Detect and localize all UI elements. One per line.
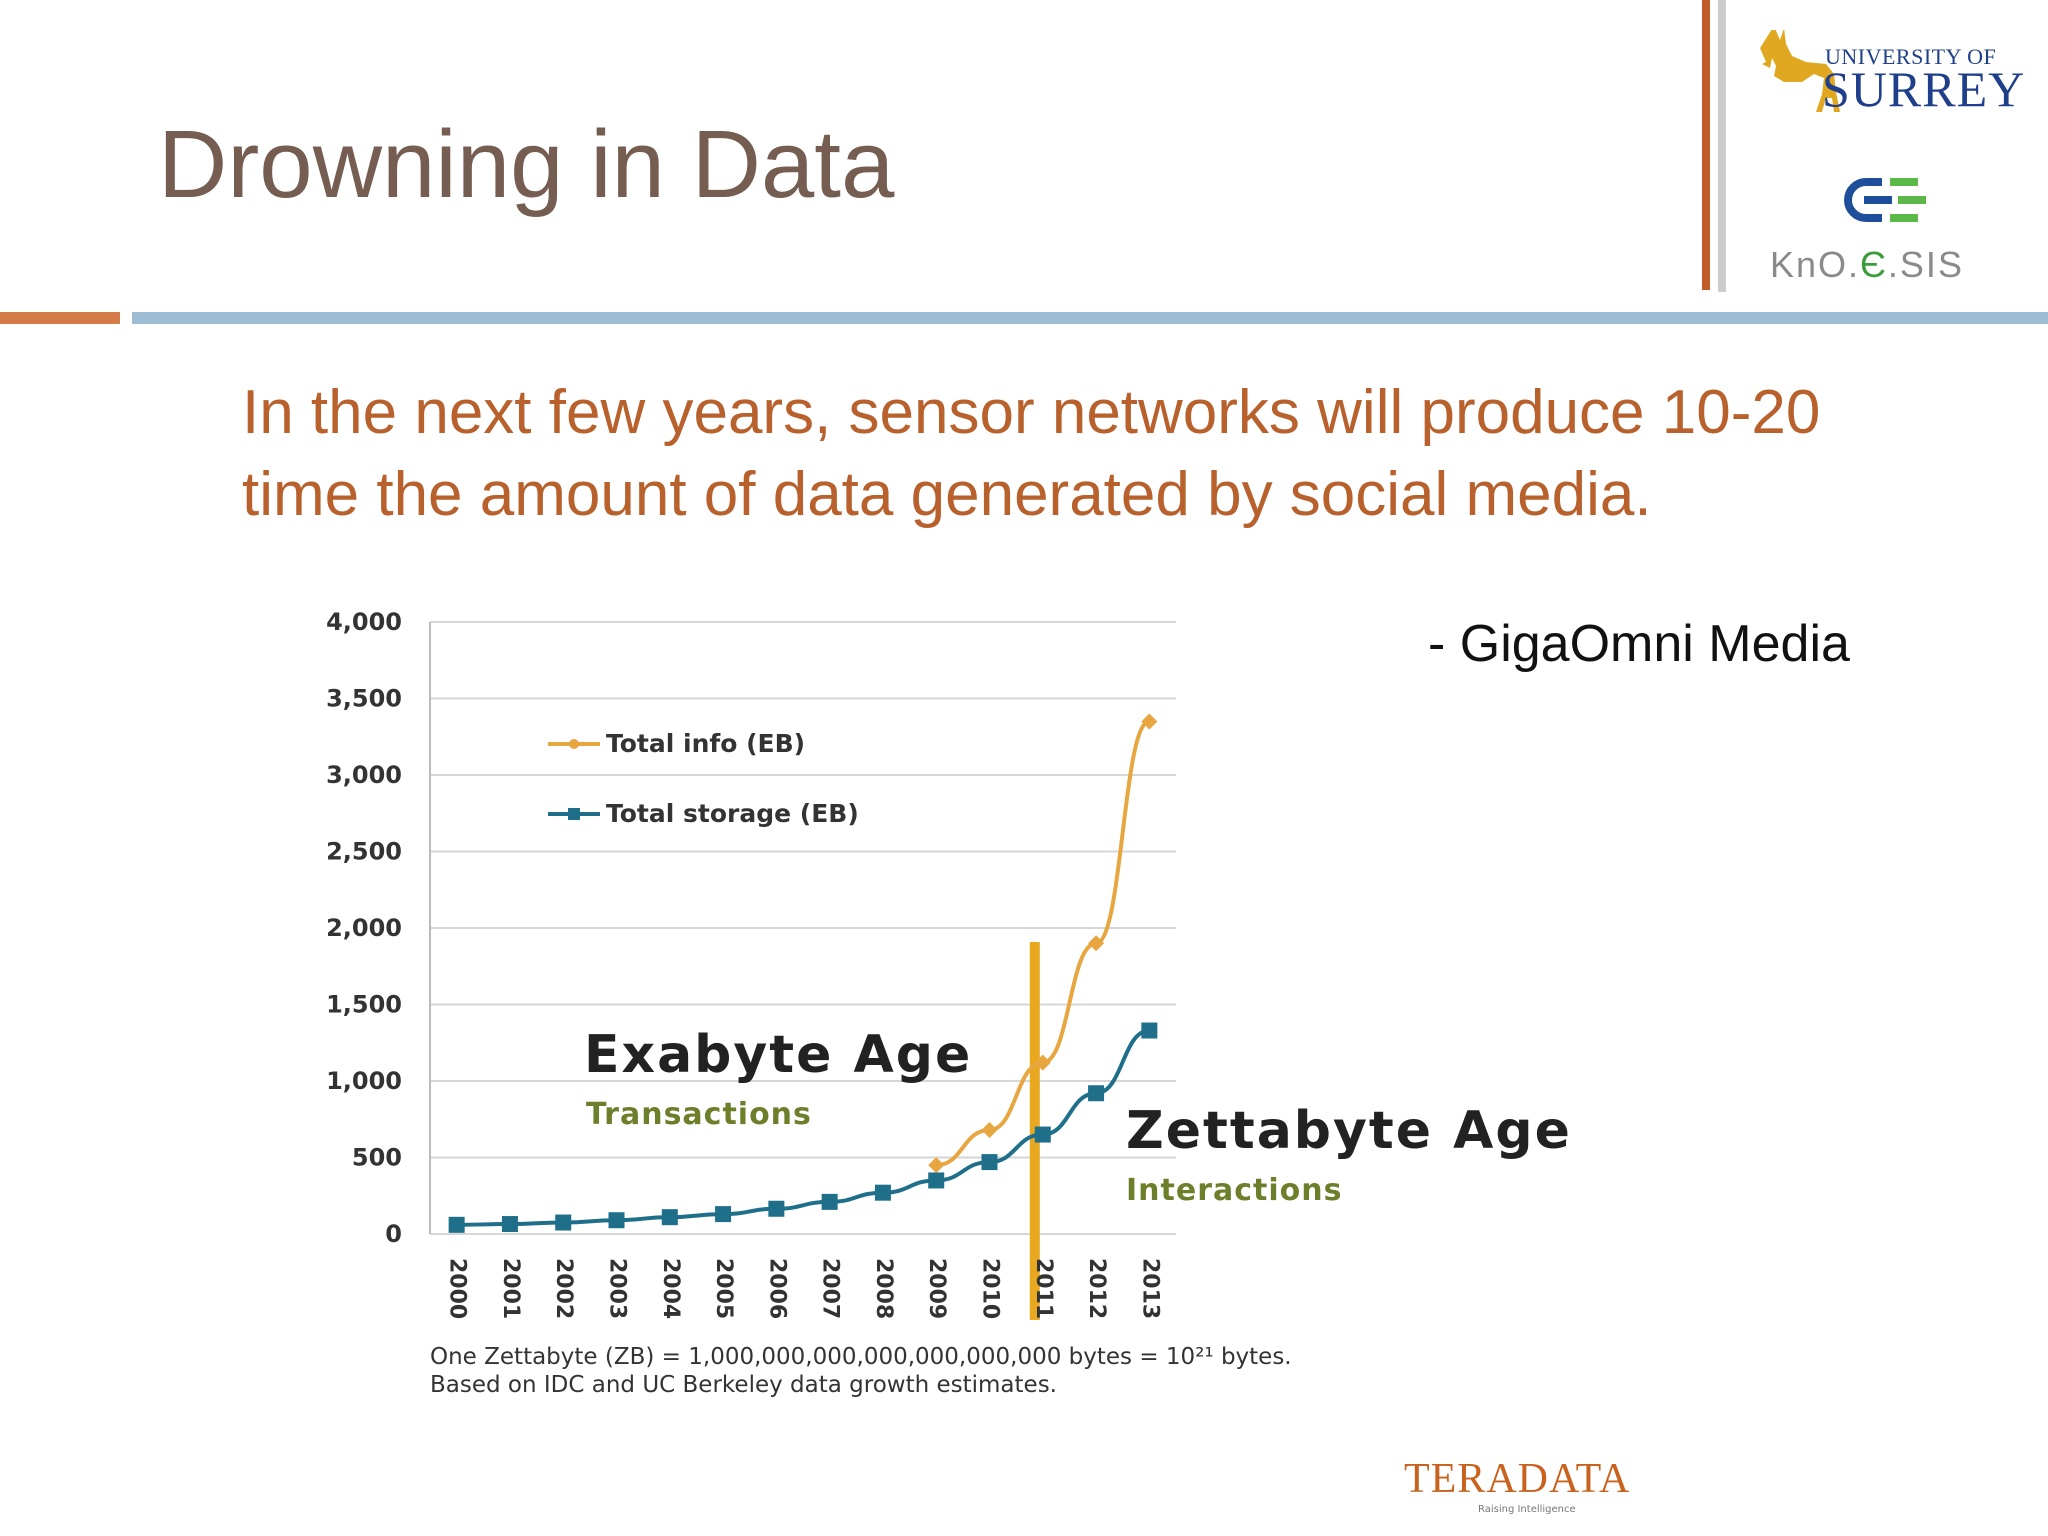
y-tick-label: 3,000 bbox=[326, 761, 402, 789]
x-tick-label: 2002 bbox=[551, 1258, 576, 1319]
data-point-info bbox=[1141, 713, 1158, 730]
chart-y-ticks: 0 500 1,000 1,500 2,000 2,500 3,000 3,500 4,000 bbox=[326, 608, 402, 1248]
data-point-storage bbox=[768, 1200, 785, 1217]
data-point-storage bbox=[661, 1209, 678, 1226]
chart-legend: Total info (EB) Total storage (EB) bbox=[548, 729, 859, 828]
data-point-storage bbox=[821, 1193, 838, 1210]
y-tick-label: 1,500 bbox=[326, 991, 402, 1019]
y-tick-label: 2,500 bbox=[326, 838, 402, 866]
x-tick-label: 2012 bbox=[1084, 1258, 1109, 1319]
x-tick-label: 2010 bbox=[978, 1258, 1003, 1319]
knoesis-text-b: Є bbox=[1860, 244, 1888, 285]
x-tick-label: 2009 bbox=[924, 1258, 949, 1319]
chart-footnote-line2: Based on IDC and UC Berkeley data growth… bbox=[430, 1372, 1057, 1398]
y-tick-label: 500 bbox=[352, 1144, 402, 1172]
x-tick-label: 2000 bbox=[445, 1258, 470, 1319]
y-tick-label: 4,000 bbox=[326, 608, 402, 636]
teradata-tagline: Raising Intelligence bbox=[1478, 1504, 1576, 1515]
surrey-logo-line2: SURREY bbox=[1822, 61, 2026, 117]
surrey-logo-line1: UNIVERSITY OF bbox=[1825, 44, 1997, 69]
data-point-storage bbox=[981, 1154, 998, 1171]
data-point-storage bbox=[448, 1216, 465, 1233]
data-point-info bbox=[928, 1157, 945, 1174]
logo-divider-gray bbox=[1718, 0, 1726, 292]
teradata-wordmark: TERADATA bbox=[1404, 1456, 1630, 1502]
y-tick-label: 2,000 bbox=[326, 914, 402, 942]
header-accent-bar bbox=[0, 312, 120, 324]
x-tick-label: 2004 bbox=[658, 1258, 683, 1319]
knoesis-logo-text: KnO.Є.SIS bbox=[1770, 244, 1964, 286]
legend-marker-info bbox=[569, 739, 579, 749]
data-point-storage bbox=[555, 1214, 572, 1231]
data-point-storage bbox=[608, 1212, 625, 1229]
data-point-storage bbox=[1088, 1085, 1105, 1102]
x-tick-label: 2001 bbox=[498, 1258, 523, 1319]
x-tick-label: 2006 bbox=[764, 1258, 789, 1319]
teradata-logo: TERADATA Raising Intelligence bbox=[1404, 1456, 1630, 1515]
x-tick-label: 2003 bbox=[605, 1258, 630, 1319]
y-tick-label: 0 bbox=[385, 1220, 402, 1248]
data-point-storage bbox=[715, 1206, 732, 1223]
knoesis-text-c: .SIS bbox=[1887, 244, 1964, 285]
quote-attribution: - GigaOmni Media bbox=[1428, 615, 1850, 673]
header-divider-bar bbox=[132, 312, 2048, 324]
legend-label-info: Total info (EB) bbox=[606, 729, 805, 758]
logo-divider-orange bbox=[1702, 0, 1710, 290]
legend-marker-storage bbox=[568, 808, 580, 820]
stag-icon bbox=[1760, 30, 1840, 112]
chart-grid bbox=[429, 621, 1176, 1320]
data-point-storage bbox=[1141, 1022, 1158, 1039]
y-tick-label: 1,000 bbox=[326, 1067, 402, 1095]
data-point-storage bbox=[928, 1172, 945, 1189]
y-tick-label: 3,500 bbox=[326, 685, 402, 713]
zettabyte-age-label: Zettabyte Age bbox=[1126, 1101, 1572, 1161]
x-tick-label: 2011 bbox=[1031, 1258, 1056, 1319]
data-growth-chart: 05001,0001,5002,0002,5003,0003,5004,000 … bbox=[326, 608, 1572, 1398]
x-tick-label: 2008 bbox=[871, 1258, 896, 1319]
x-tick-label: 2013 bbox=[1137, 1258, 1162, 1319]
exabyte-age-label: Exabyte Age bbox=[584, 1025, 972, 1085]
legend-label-storage: Total storage (EB) bbox=[606, 799, 859, 828]
knoesis-e-icon bbox=[1844, 178, 1926, 222]
knoesis-text-a: KnO. bbox=[1770, 244, 1861, 285]
zettabyte-age-sublabel: Interactions bbox=[1126, 1173, 1342, 1208]
x-tick-label: 2007 bbox=[818, 1258, 843, 1319]
chart-footnote-line1: One Zettabyte (ZB) = 1,000,000,000,000,0… bbox=[430, 1344, 1292, 1370]
data-point-info bbox=[1034, 1054, 1051, 1071]
exabyte-age-sublabel: Transactions bbox=[586, 1097, 812, 1132]
data-point-info bbox=[1088, 935, 1105, 952]
quote-text: In the next few years, sensor networks w… bbox=[242, 378, 1821, 529]
data-point-info bbox=[981, 1121, 998, 1138]
slide-title: Drowning in Data bbox=[158, 111, 895, 218]
x-tick-label: 2005 bbox=[711, 1258, 736, 1319]
data-point-storage bbox=[501, 1216, 518, 1233]
chart-series bbox=[448, 713, 1158, 1233]
data-point-storage bbox=[874, 1184, 891, 1201]
data-point-storage bbox=[1034, 1126, 1051, 1143]
chart-x-ticks: 2000 2001 2002 2003 2004 2005 2006 2007 2008 2009… bbox=[445, 1258, 1163, 1319]
series-line-info bbox=[936, 719, 1151, 1168]
